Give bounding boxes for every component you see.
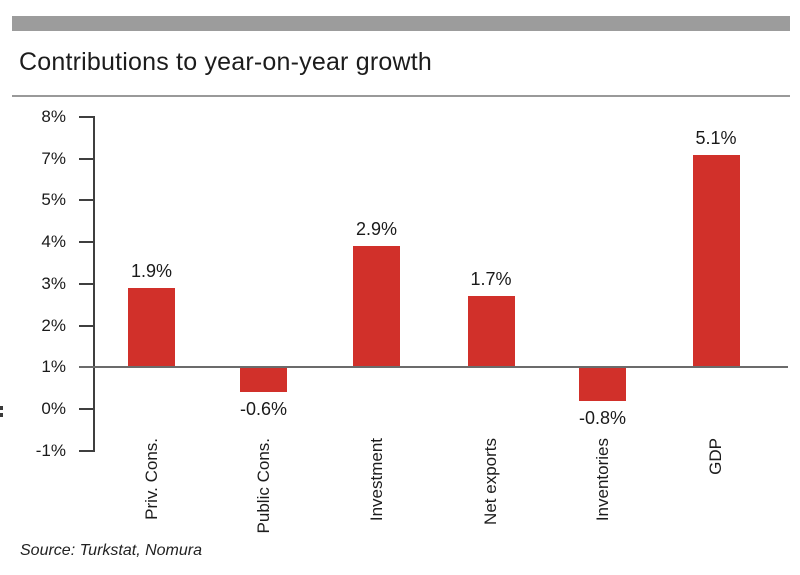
top-gray-bar <box>12 16 790 31</box>
value-label: 1.9% <box>130 260 173 281</box>
bar-net-exports <box>467 296 515 368</box>
y-axis-tick <box>79 324 95 327</box>
value-label: 2.9% <box>355 219 398 240</box>
value-label: 5.1% <box>695 127 737 148</box>
bar-public-cons <box>240 367 287 393</box>
value-label: -0.8% <box>578 407 627 428</box>
y-axis-tick <box>79 241 95 244</box>
category-label: Net exports <box>481 438 500 525</box>
bar-inventories <box>579 367 626 401</box>
y-axis-tick <box>79 116 95 118</box>
category-label: Investment <box>366 438 386 522</box>
y-axis-tick-label: 8% <box>41 107 66 126</box>
y-axis-tick-label: 1% <box>41 357 66 377</box>
edge-artifact <box>0 406 4 419</box>
source-note: Source: Turkstat, Nomura <box>20 542 202 559</box>
bar-investment <box>353 246 400 368</box>
y-axis-tick <box>79 407 95 410</box>
y-axis-tick <box>79 449 95 452</box>
title-divider <box>12 95 790 97</box>
y-axis-tick <box>79 157 95 160</box>
y-axis-tick-label: 4% <box>41 232 66 252</box>
y-axis-tick-label: 7% <box>41 148 66 168</box>
y-axis-tick-label: 3% <box>41 273 66 293</box>
value-label: -0.6% <box>239 399 288 420</box>
chart-title: Contributions to year-on-year growth <box>19 48 432 76</box>
bar-priv-cons <box>128 287 175 368</box>
bar-gdp <box>692 154 740 368</box>
y-axis-tick-label: 5% <box>41 190 66 210</box>
y-axis-tick-label: 0% <box>41 398 66 418</box>
zero-baseline <box>79 366 788 369</box>
y-axis-tick-label: -1% <box>35 440 66 460</box>
y-axis-tick <box>79 199 95 202</box>
category-label: GDP <box>706 438 725 475</box>
category-label: Inventories <box>592 438 612 522</box>
y-axis-tick-label: 2% <box>41 315 66 335</box>
category-label: Public Cons. <box>253 438 273 534</box>
category-label: Priv. Cons. <box>141 438 161 520</box>
value-label: 1.7% <box>470 269 512 290</box>
y-axis-tick <box>79 282 95 285</box>
